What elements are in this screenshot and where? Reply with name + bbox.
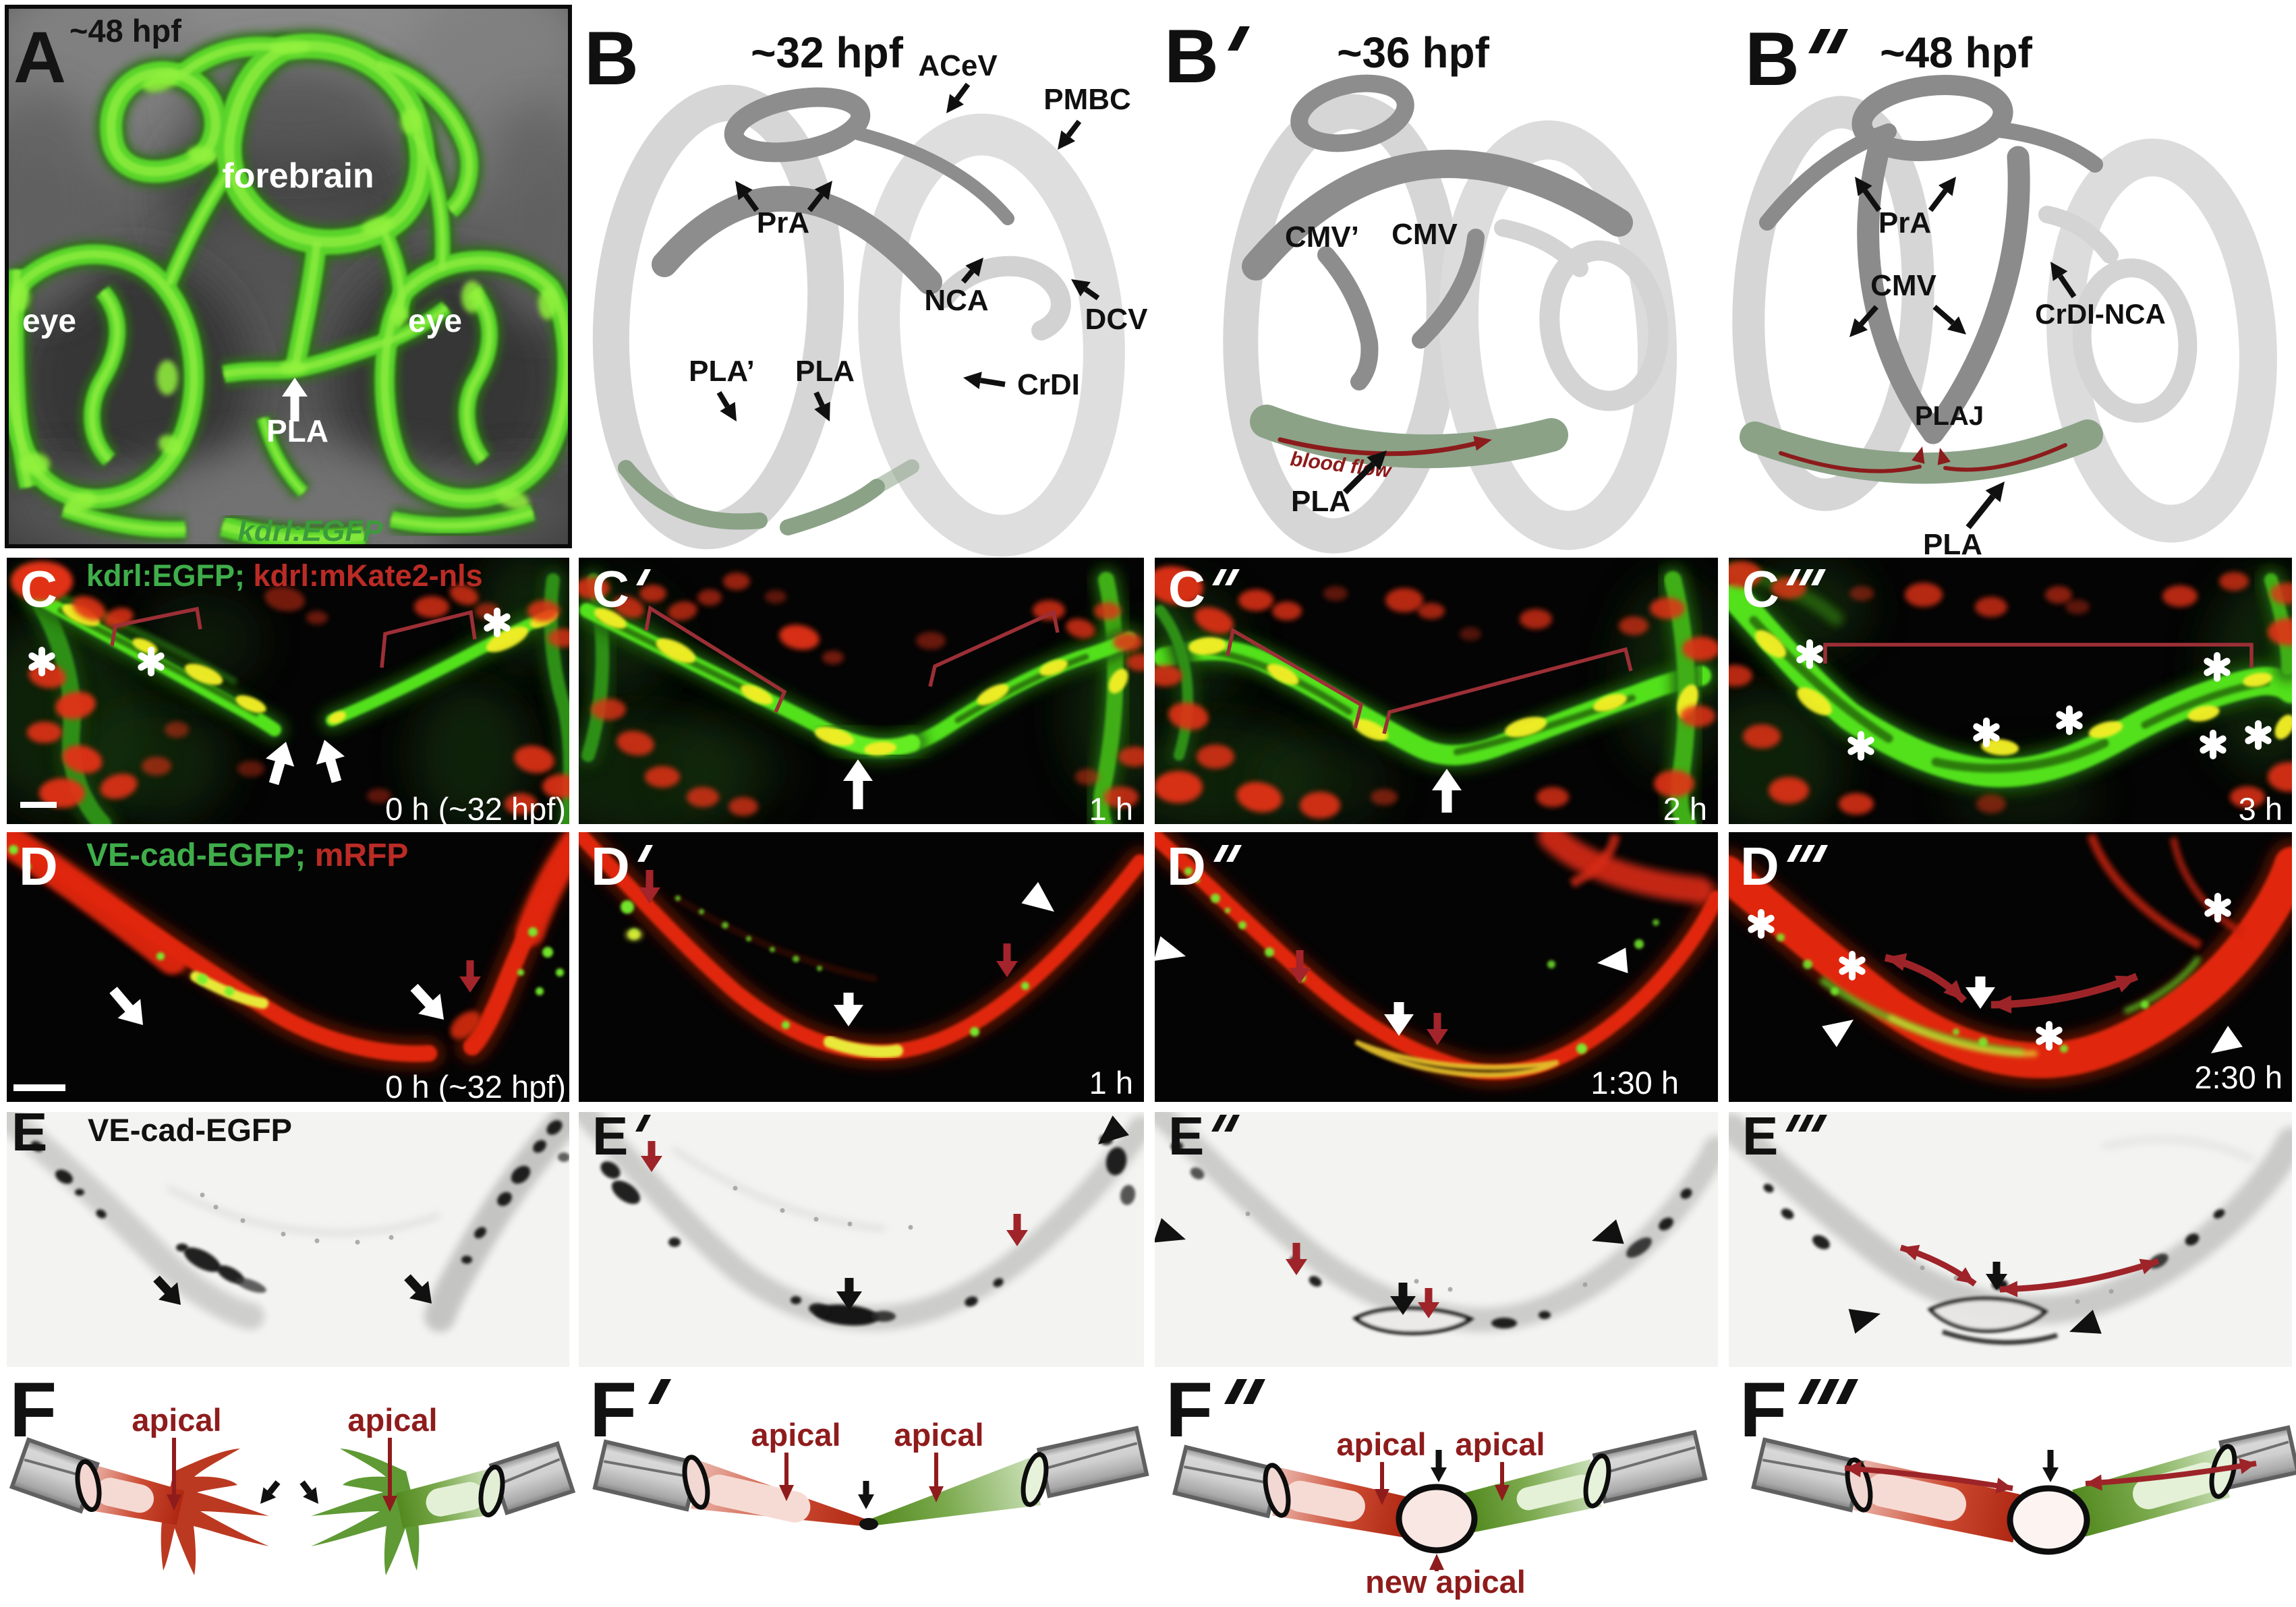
svg-text:eye: eye <box>22 303 76 339</box>
svg-text:forebrain: forebrain <box>222 156 374 196</box>
svg-text:PLA: PLA <box>795 355 855 388</box>
svg-text:apical: apical <box>751 1417 840 1453</box>
svg-text:CrDI: CrDI <box>1017 368 1080 401</box>
svg-text:E: E <box>1742 1106 1778 1166</box>
svg-text:PrA: PrA <box>757 206 809 239</box>
svg-text:VE-cad-EGFP; mRFP: VE-cad-EGFP; mRFP <box>86 838 408 873</box>
svg-text:apical: apical <box>1336 1426 1426 1462</box>
svg-text:~32 hpf: ~32 hpf <box>751 28 904 77</box>
svg-text:1:30 h: 1:30 h <box>1590 1065 1679 1101</box>
svg-text:new apical: new apical <box>1365 1564 1526 1600</box>
svg-text:eye: eye <box>408 303 462 339</box>
svg-text:kdrl:EGFP; kdrl:mKate2-nls: kdrl:EGFP; kdrl:mKate2-nls <box>86 558 483 593</box>
svg-text:NCA: NCA <box>924 284 988 317</box>
svg-text:CMV: CMV <box>1391 218 1458 251</box>
svg-text:PrA: PrA <box>1878 206 1931 239</box>
svg-text:F: F <box>1740 1367 1787 1453</box>
svg-text:F: F <box>9 1367 57 1453</box>
svg-text:VE-cad-EGFP: VE-cad-EGFP <box>88 1112 292 1148</box>
svg-text:D: D <box>19 836 58 896</box>
svg-text:~48 hpf: ~48 hpf <box>1880 28 2033 77</box>
svg-text:E: E <box>11 1102 47 1162</box>
svg-text:PLA: PLA <box>1923 528 1982 561</box>
svg-text:E: E <box>592 1106 628 1166</box>
svg-text:PLA: PLA <box>266 413 328 448</box>
svg-text:B: B <box>1164 14 1219 98</box>
svg-text:0 h (~32 hpf): 0 h (~32 hpf) <box>385 791 566 827</box>
svg-text:CMV: CMV <box>1870 269 1936 302</box>
svg-text:CMV’: CMV’ <box>1285 221 1359 254</box>
svg-text:PLA: PLA <box>1291 485 1350 518</box>
svg-text:E: E <box>1168 1106 1204 1166</box>
svg-text:D: D <box>1740 836 1779 896</box>
svg-text:D: D <box>1167 836 1206 896</box>
svg-text:2:30 h: 2:30 h <box>2194 1059 2283 1095</box>
svg-text:C: C <box>1742 561 1779 618</box>
svg-text:C: C <box>1168 561 1205 618</box>
svg-text:PLAJ: PLAJ <box>1915 401 1984 431</box>
svg-text:apical: apical <box>347 1402 437 1438</box>
svg-text:apical: apical <box>894 1417 983 1453</box>
svg-text:PMBC: PMBC <box>1043 83 1131 116</box>
svg-text:ACeV: ACeV <box>918 49 998 82</box>
svg-text:F: F <box>1166 1367 1213 1453</box>
svg-text:3 h: 3 h <box>2239 791 2283 827</box>
svg-text:A: A <box>13 16 66 98</box>
svg-text:C: C <box>592 561 629 618</box>
svg-text:1 h: 1 h <box>1089 1065 1133 1101</box>
svg-text:~48 hpf: ~48 hpf <box>69 13 181 49</box>
svg-text:0 h (~32 hpf): 0 h (~32 hpf) <box>385 1069 566 1105</box>
svg-text:2 h: 2 h <box>1663 791 1707 827</box>
svg-text:F: F <box>590 1367 637 1453</box>
svg-text:1 h: 1 h <box>1089 791 1133 827</box>
svg-text:D: D <box>591 836 630 896</box>
svg-text:apical: apical <box>1455 1426 1545 1462</box>
svg-text:PLA’: PLA’ <box>689 355 755 388</box>
svg-text:~36 hpf: ~36 hpf <box>1337 28 1490 77</box>
svg-text:B: B <box>1745 17 1800 101</box>
svg-text:DCV: DCV <box>1085 303 1149 336</box>
svg-text:apical: apical <box>132 1402 221 1438</box>
svg-text:C: C <box>20 561 57 618</box>
svg-text:kdrl:EGFP: kdrl:EGFP <box>237 515 383 548</box>
svg-text:CrDI-NCA: CrDI-NCA <box>2035 298 2166 330</box>
svg-text:B: B <box>584 16 639 100</box>
